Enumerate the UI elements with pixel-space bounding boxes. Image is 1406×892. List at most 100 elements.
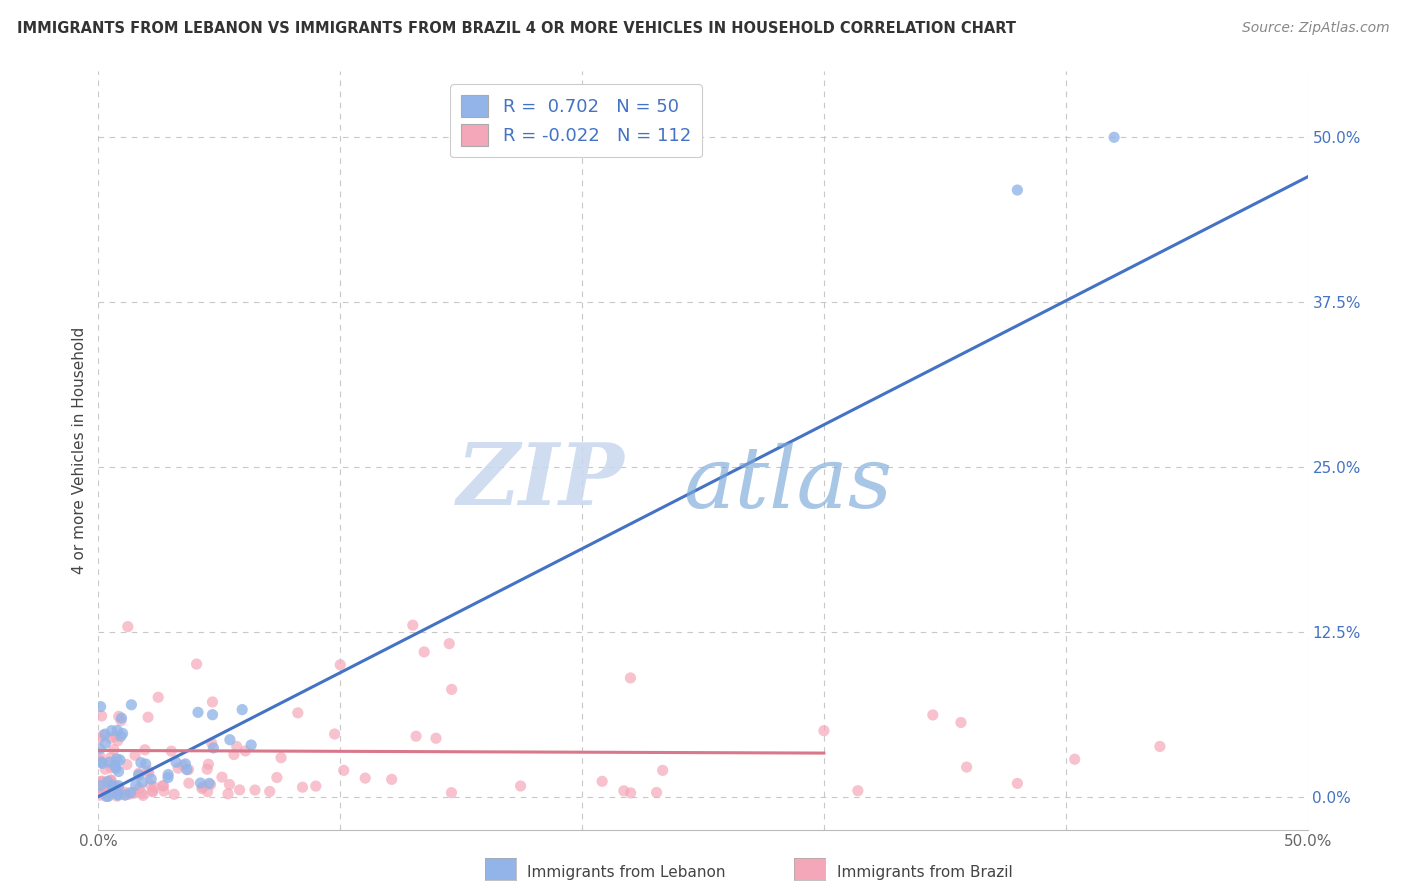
Point [201, 695, 224, 709]
Point [101, 781, 124, 796]
Point [110, 714, 132, 728]
Point [141, 772, 163, 786]
Point [89, 788, 111, 802]
Point [90, 784, 112, 798]
Point [136, 710, 159, 724]
Point [89, 748, 111, 763]
Point [201, 736, 224, 750]
Point [98, 755, 121, 769]
Text: Immigrants from Lebanon: Immigrants from Lebanon [527, 865, 725, 880]
Point [153, 784, 176, 798]
Point [218, 778, 240, 792]
Point [107, 733, 129, 747]
Point [160, 744, 183, 758]
Point [152, 779, 174, 793]
Point [425, 731, 447, 746]
Point [174, 756, 197, 771]
Point [332, 764, 354, 778]
Point [105, 723, 128, 738]
Point [134, 743, 156, 757]
Point [91, 756, 114, 771]
Point [118, 787, 141, 801]
Point [105, 752, 128, 766]
Point [142, 784, 165, 798]
Point [98, 731, 121, 746]
Point [287, 706, 309, 720]
Point [107, 788, 129, 802]
Point [94, 736, 117, 750]
Point [440, 682, 463, 697]
Point [187, 706, 209, 720]
Point [405, 729, 427, 743]
Point [305, 779, 328, 793]
Legend: R =  0.702   N = 50, R = -0.022   N = 112: R = 0.702 N = 50, R = -0.022 N = 112 [450, 84, 702, 157]
Point [94, 727, 117, 741]
Point [233, 744, 256, 758]
Point [157, 767, 180, 781]
Point [107, 764, 129, 779]
Point [191, 780, 214, 794]
Point [620, 786, 643, 800]
Point [132, 789, 155, 803]
Point [89, 775, 111, 789]
Point [217, 787, 239, 801]
Point [651, 764, 673, 778]
Point [131, 775, 153, 789]
Point [94, 762, 117, 776]
Point [108, 783, 131, 797]
Point [104, 779, 127, 793]
Point [613, 784, 636, 798]
Point [440, 786, 463, 800]
Point [100, 750, 122, 764]
Point [107, 787, 129, 801]
Point [101, 779, 124, 793]
Point [176, 763, 198, 777]
Point [90, 781, 112, 796]
Point [100, 772, 122, 787]
Point [122, 786, 145, 800]
Point [120, 786, 142, 800]
Point [197, 785, 219, 799]
Point [949, 715, 972, 730]
Point [90, 774, 112, 789]
Point [103, 742, 125, 756]
Point [191, 781, 214, 796]
Point [100, 761, 122, 775]
Point [115, 757, 138, 772]
Text: Immigrants from Brazil: Immigrants from Brazil [837, 865, 1012, 880]
Point [89, 731, 111, 746]
Point [110, 729, 132, 743]
Point [186, 657, 208, 671]
Point [107, 709, 129, 723]
Point [222, 747, 245, 762]
Point [143, 780, 166, 794]
Point [152, 779, 174, 793]
Point [846, 783, 869, 797]
Point [107, 779, 129, 793]
Point [100, 723, 122, 738]
Point [240, 738, 263, 752]
Point [270, 750, 292, 764]
Point [108, 753, 131, 767]
Point [90, 755, 112, 769]
Point [100, 774, 122, 789]
Point [142, 785, 165, 799]
Point [177, 763, 200, 777]
Y-axis label: 4 or more Vehicles in Household: 4 or more Vehicles in Household [72, 326, 87, 574]
Point [1149, 739, 1171, 754]
Point [402, 618, 425, 632]
Point [90, 774, 112, 789]
Point [645, 785, 668, 799]
Point [104, 759, 127, 773]
Point [259, 784, 281, 798]
Text: IMMIGRANTS FROM LEBANON VS IMMIGRANTS FROM BRAZIL 4 OR MORE VEHICLES IN HOUSEHOL: IMMIGRANTS FROM LEBANON VS IMMIGRANTS FR… [17, 21, 1017, 37]
Point [90, 699, 112, 714]
Point [266, 771, 288, 785]
Point [111, 726, 134, 740]
Point [110, 711, 132, 725]
Point [104, 761, 127, 775]
Point [91, 728, 114, 742]
Point [94, 789, 117, 804]
Point [89, 779, 111, 793]
Point [98, 782, 121, 797]
